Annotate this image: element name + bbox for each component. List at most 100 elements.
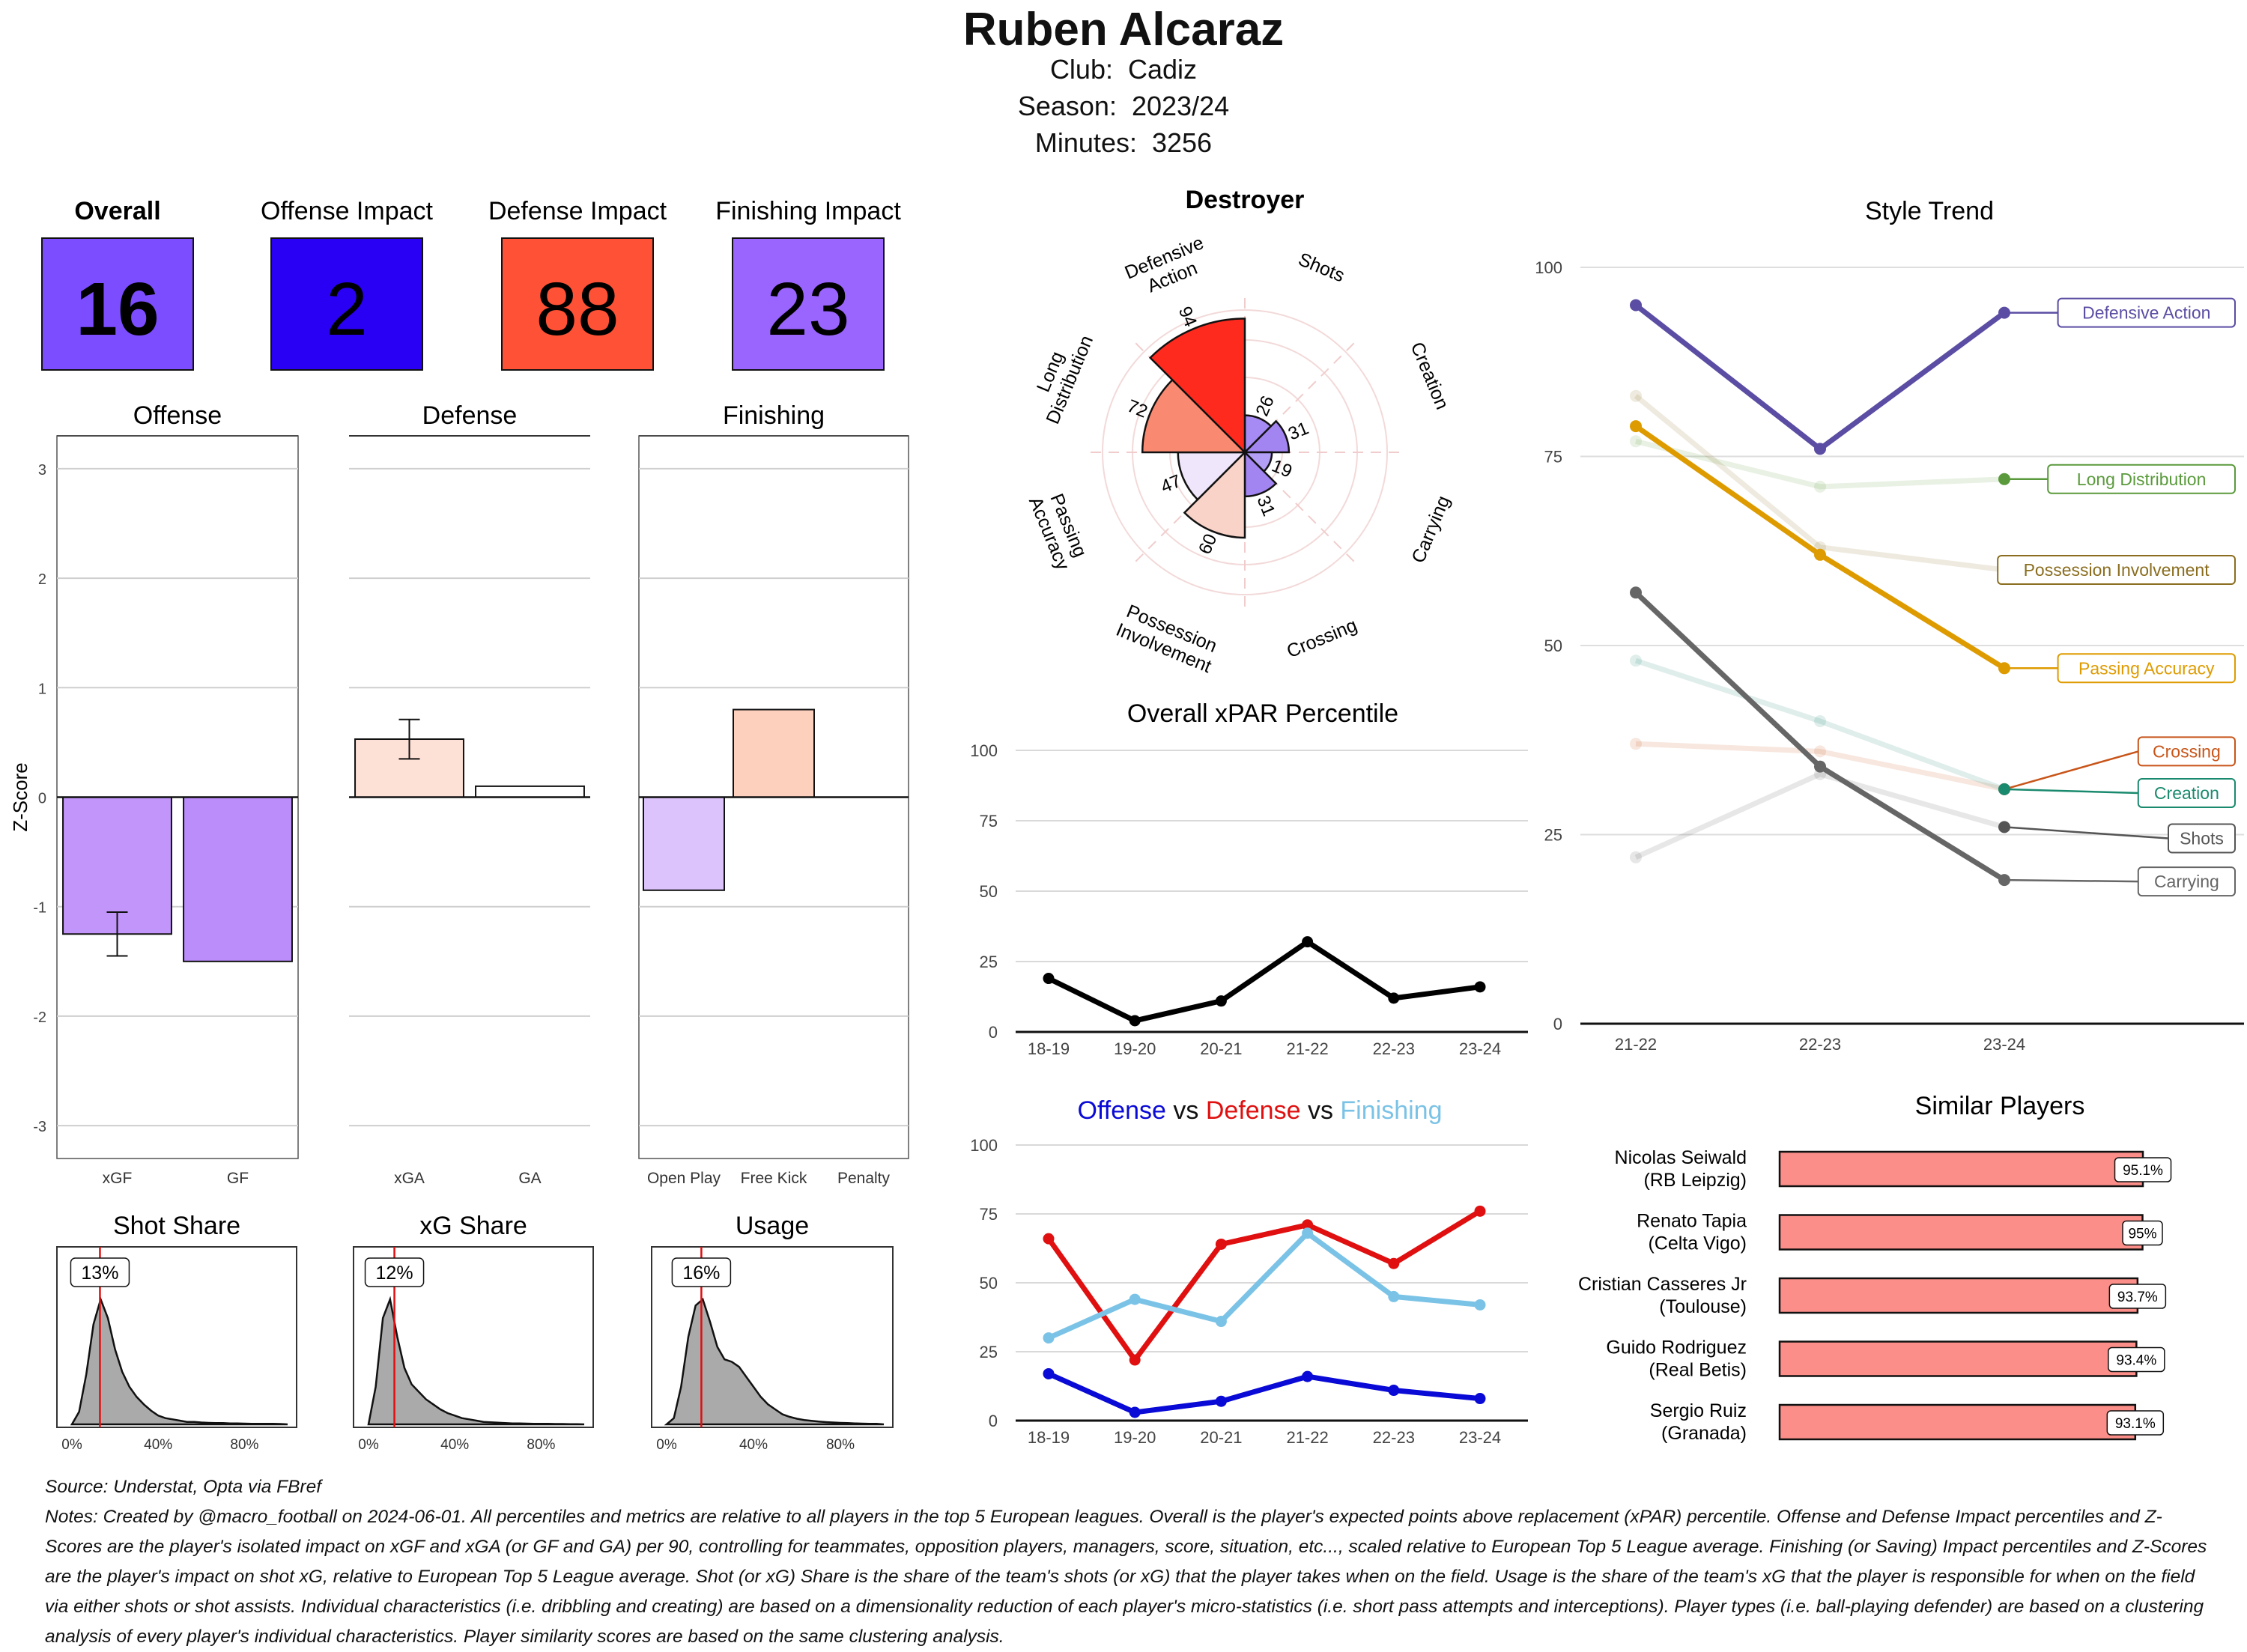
radar-category-word: Shots: [1295, 249, 1347, 286]
x-tick-label: 20-21: [1200, 1039, 1242, 1058]
style-label-box: [1997, 555, 2236, 585]
style-point: [1630, 655, 1642, 667]
y-tick-label: 100: [970, 741, 998, 760]
series-point: [1388, 1385, 1400, 1397]
radar-category-label: PassingAccuracy: [1025, 486, 1093, 574]
style-label-connector: [2004, 750, 2139, 791]
x-tick-label: 22-23: [1373, 1039, 1415, 1058]
radar-wedge: [1242, 419, 1291, 454]
x-tick-label: 18-19: [1028, 1039, 1070, 1058]
x-tick-label: xGF: [103, 1170, 133, 1187]
similar-bar: [1778, 1150, 2144, 1188]
ovdf-title-part: Offense: [1078, 1096, 1166, 1125]
share-x-tick: 40%: [144, 1437, 172, 1453]
y-tick-label: 50: [1544, 637, 1562, 655]
radar-category-label: DefensiveAction: [1122, 232, 1215, 303]
density-area: [367, 1296, 585, 1426]
style-point: [1814, 715, 1826, 727]
style-label-box: [2057, 297, 2237, 328]
style-label-connector: [2004, 826, 2169, 839]
x-tick-label: 22-23: [1373, 1428, 1415, 1447]
similar-player-name: Cristian Casseres Jr: [1578, 1274, 1747, 1295]
share-title: Shot Share: [113, 1212, 240, 1240]
share-x-tick: 40%: [440, 1437, 469, 1453]
style-series-label: Creation: [2154, 783, 2219, 803]
ovdf-title: Offense vs Defense vs Finishing: [1078, 1096, 1443, 1125]
y-tick-label: 50: [980, 882, 998, 901]
similar-value-label: 95.1%: [2123, 1163, 2163, 1179]
style-label-connector: [2004, 878, 2138, 883]
series-point: [1043, 973, 1055, 985]
impact-tile-label: Defense Impact: [488, 197, 667, 225]
share-label-box: [364, 1257, 425, 1287]
x-tick-label: 19-20: [1114, 1039, 1156, 1058]
style-label-box: [2137, 736, 2237, 767]
series-point: [1302, 1219, 1314, 1231]
similar-value-label: 93.4%: [2116, 1353, 2156, 1369]
radar-ring: [1102, 309, 1388, 595]
series-line: [1047, 1371, 1481, 1415]
share-label-box: [70, 1257, 130, 1287]
similar-bar: [1778, 1214, 2144, 1251]
density-area: [664, 1297, 885, 1426]
style-series-label: Crossing: [2153, 741, 2221, 761]
similar-label-box: [2108, 1284, 2167, 1309]
y-tick-label: 100: [970, 1136, 998, 1155]
radar-value-label: 47: [1158, 471, 1184, 497]
x-tick-label: GA: [518, 1170, 541, 1187]
y-tick-label: 75: [980, 812, 998, 830]
x-tick-label: Open Play: [647, 1170, 721, 1187]
series-line: [1046, 1209, 1482, 1363]
x-tick-label: 23-24: [1459, 1039, 1501, 1058]
similar-label-box: [2114, 1157, 2172, 1182]
style-series-label: Passing Accuracy: [2078, 658, 2215, 678]
series-point: [1043, 1332, 1055, 1344]
share-x-tick: 0%: [656, 1437, 677, 1453]
z-bar: [643, 796, 725, 891]
radar-wedge: [1183, 449, 1246, 539]
y-tick-label: 2: [38, 571, 46, 588]
style-line: [1634, 771, 2005, 860]
minutes-value: 3256: [1151, 127, 1213, 158]
player-name: Ruben Alcaraz: [962, 4, 1285, 55]
y-tick-label: 0: [989, 1023, 998, 1042]
style-series-label: Shots: [2180, 829, 2224, 848]
style-label-box: [2047, 464, 2236, 494]
share-title: Usage: [736, 1212, 809, 1240]
series-point: [1215, 995, 1227, 1007]
style-title: Style Trend: [1865, 197, 1994, 225]
y-tick-label: 25: [980, 953, 998, 971]
similar-bar: [1778, 1277, 2139, 1314]
style-series-label: Possession Involvement: [2024, 560, 2210, 580]
season-line: Season: 2023/24: [0, 91, 2247, 122]
club-line: Club: Cadiz: [0, 54, 2247, 85]
radar-wedge: [1177, 451, 1248, 501]
notes-block: Source: Understat, Opta via FBref Notes:…: [45, 1472, 2217, 1652]
y-tick-label: 0: [38, 791, 46, 807]
share-x-tick: 80%: [527, 1437, 555, 1453]
share-x-tick: 0%: [61, 1437, 82, 1453]
impact-tile-value: 23: [766, 267, 849, 351]
radar-category-label: Creation: [1407, 339, 1453, 413]
style-series-label: Defensive Action: [2082, 303, 2210, 323]
club-value: Cadiz: [1128, 54, 1198, 85]
radar-value-label: 31: [1285, 418, 1311, 444]
y-tick-label: 0: [989, 1412, 998, 1430]
impact-tile-box: [501, 237, 654, 371]
style-point: [1630, 389, 1642, 402]
similar-label-box: [2122, 1220, 2163, 1246]
y-tick-label: 25: [980, 1343, 998, 1361]
similar-player-team: (Granada): [1661, 1423, 1747, 1444]
series-point: [1129, 1354, 1141, 1366]
similar-value-label: 93.7%: [2117, 1290, 2158, 1305]
source-note: Source: Understat, Opta via FBref: [45, 1477, 322, 1497]
x-tick-label: 19-20: [1114, 1428, 1156, 1447]
x-tick-label: xGA: [394, 1170, 425, 1187]
style-point: [1814, 548, 1826, 561]
impact-tile-value: 16: [76, 267, 159, 351]
y-tick-label: 75: [980, 1205, 998, 1224]
ovdf-title-part: Defense: [1206, 1096, 1301, 1125]
facet-title: Finishing: [723, 401, 825, 430]
radar-wedge: [1148, 318, 1246, 455]
share-x-tick: 0%: [358, 1437, 379, 1453]
